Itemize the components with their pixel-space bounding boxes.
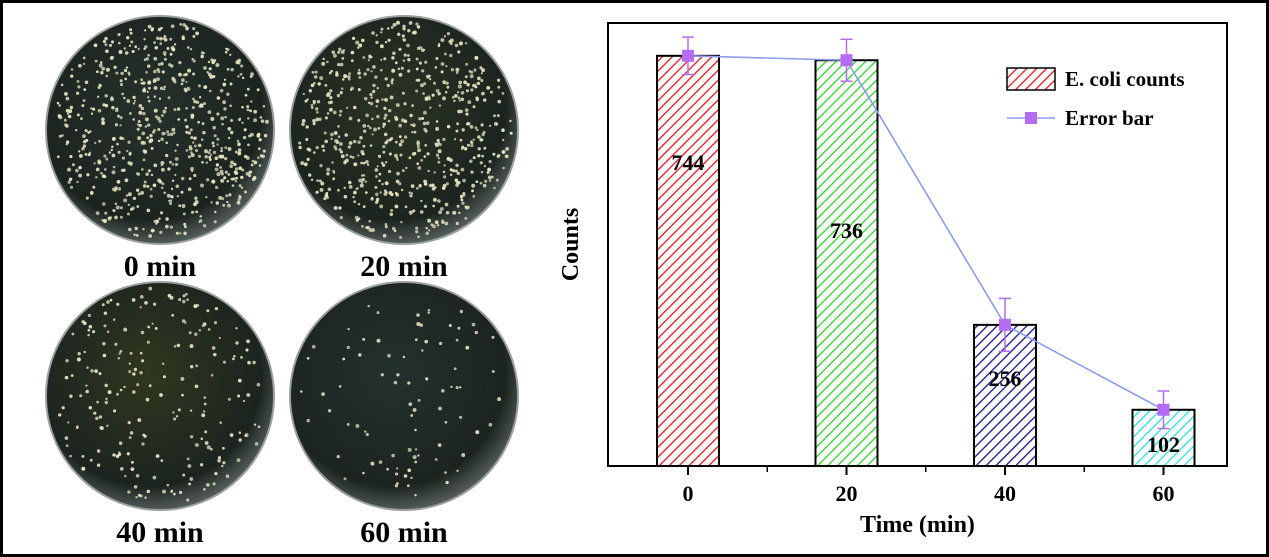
bar-0	[656, 54, 720, 468]
bar-value-label: 744	[672, 150, 705, 175]
bar-20	[814, 59, 879, 468]
data-point-marker	[999, 318, 1011, 331]
data-point-marker	[682, 49, 694, 62]
legend-swatch-bar	[1006, 67, 1056, 91]
x-tick-label: 40	[994, 481, 1016, 506]
plate-cell-1: 20 min	[286, 12, 522, 288]
plate-time-label: 60 min	[360, 516, 448, 549]
colony-dots	[300, 304, 502, 497]
petri-dish-photo	[45, 15, 275, 245]
plate-time-label: 0 min	[123, 250, 197, 283]
plate-time-label: 20 min	[360, 250, 448, 283]
y-axis-label: Counts	[558, 208, 584, 281]
legend-label: Error bar	[1065, 106, 1153, 130]
bar-chart: 744 736 256 102 0 20 40 60 Time (min) Counts E. co…	[558, 22, 1228, 538]
x-tick-label: 20	[836, 481, 858, 506]
petri-dish-photo	[289, 15, 519, 245]
plot-area	[607, 22, 1228, 467]
plate-time-label: 40 min	[116, 516, 204, 549]
plate-cell-3: 60 min	[286, 278, 522, 554]
bar-value-label: 256	[989, 366, 1022, 391]
plate-cell-0: 0 min	[42, 12, 278, 288]
data-point-marker	[840, 54, 853, 67]
x-axis-label: Time (min)	[860, 512, 975, 538]
x-tick-label: 60	[1153, 481, 1175, 506]
petri-dish	[289, 15, 519, 245]
data-point-marker	[1157, 403, 1170, 416]
legend-swatch-marker	[1025, 112, 1037, 124]
colony-dots	[298, 20, 513, 239]
petri-dish-photo	[45, 281, 275, 511]
bar-value-label: 102	[1147, 432, 1180, 457]
colony-dots	[56, 23, 269, 238]
x-tick-label: 0	[683, 481, 694, 506]
petri-dish	[289, 281, 519, 511]
legend-label: E. coli counts	[1065, 67, 1185, 91]
colony-dots	[58, 286, 261, 502]
legend: E. coli counts Error bar	[1006, 67, 1185, 130]
bar-value-label: 736	[830, 218, 863, 243]
plate-cell-2: 40 min	[42, 278, 278, 554]
petri-dish-photo	[289, 281, 519, 511]
error-line	[687, 55, 1164, 411]
